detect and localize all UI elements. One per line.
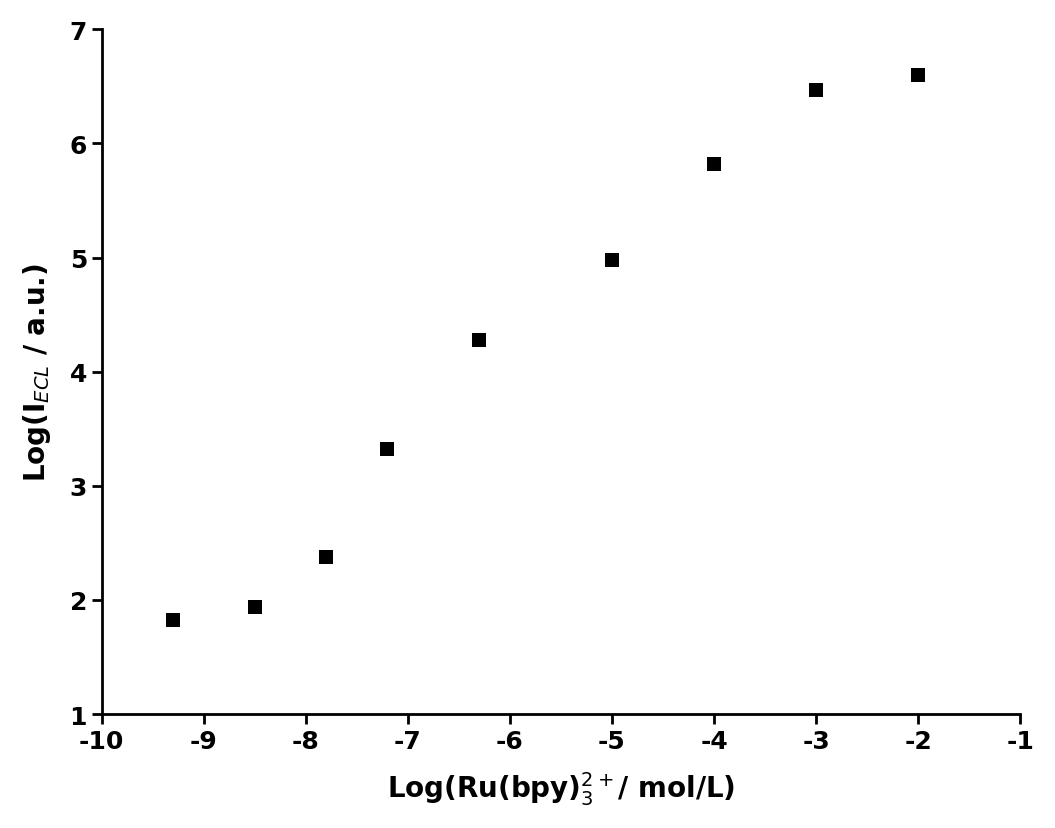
Point — [909, 70, 926, 83]
Point — [603, 254, 620, 267]
Point — [471, 334, 487, 347]
Point — [165, 614, 181, 628]
Point — [318, 551, 334, 564]
Y-axis label: Log(I$_{ECL}$ / a.u.): Log(I$_{ECL}$ / a.u.) — [21, 263, 53, 481]
Point — [379, 443, 396, 456]
Point — [808, 84, 825, 98]
Point — [246, 600, 263, 614]
X-axis label: Log(Ru(bpy)$_3^{2+}$/ mol/L): Log(Ru(bpy)$_3^{2+}$/ mol/L) — [387, 769, 735, 807]
Point — [706, 158, 723, 171]
